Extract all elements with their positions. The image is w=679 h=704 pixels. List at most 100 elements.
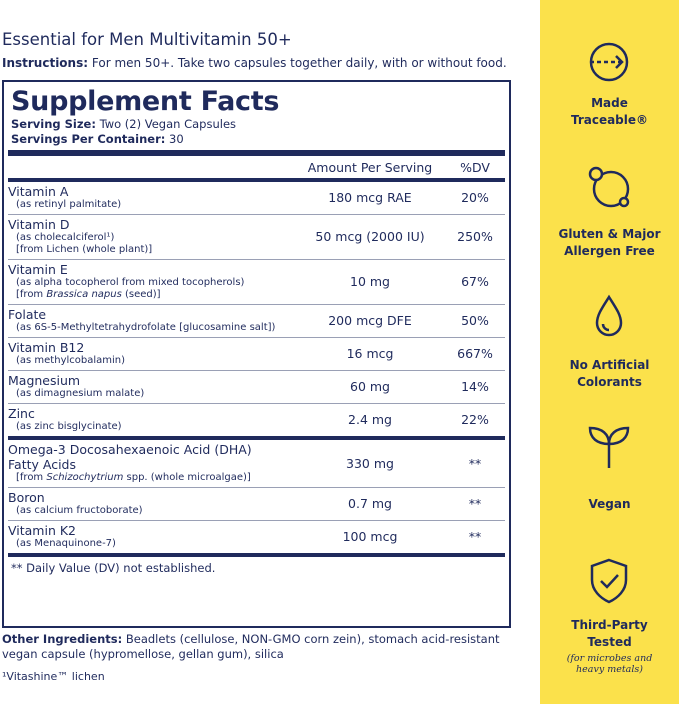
amount: 330 mg: [346, 455, 394, 471]
nutrient-cell: Folate (as 6S-5-Methyltetrahydrofolate [g…: [8, 307, 295, 334]
note-italic: Brassica napus: [46, 289, 122, 300]
badge-label: No Artificial Colorants: [569, 358, 650, 389]
badge-label: Vegan: [588, 497, 631, 511]
badge-label: Made Traceable®: [570, 96, 649, 127]
nutrient-cell: Omega-3 Docosahexaenoic Acid (DHA) Fatty…: [8, 442, 295, 484]
nutrient-note: [from Schizochytrium spp. (whole microal…: [8, 472, 295, 484]
daily-value: 67%: [461, 274, 489, 289]
divider: [8, 553, 505, 557]
amount: 180 mcg RAE: [328, 190, 412, 205]
divider: [8, 178, 505, 182]
traceable-icon: [589, 42, 629, 82]
note-text: [from: [16, 289, 47, 300]
nutrient-cell: Boron (as calcium fructoborate): [8, 490, 295, 517]
vegan-icon: [588, 426, 630, 468]
nutrient-row: Vitamin B12 (as methylcobalamin) 16 mcg 667…: [8, 337, 505, 370]
serving-size-label: Serving Size:: [11, 117, 96, 131]
nutrient-note: (as methylcobalamin): [16, 355, 126, 366]
serving-size-value: Two (2) Vegan Capsules: [99, 117, 237, 131]
note-italic: Schizochytrium: [46, 472, 124, 483]
nutrient-note: [from Brassica napus (seed)]: [8, 289, 295, 301]
daily-value: 14%: [461, 379, 489, 394]
nutrient-cell: Zinc (as zinc bisglycinate): [8, 406, 295, 433]
nutrient-cell: Vitamin A (as retinyl palmitate): [8, 184, 295, 211]
column-header: Amount Per Serving %DV: [8, 156, 505, 178]
instructions-text: For men 50+. Take two capsules together …: [91, 56, 507, 70]
column-amount: Amount Per Serving: [307, 159, 433, 175]
nutrient-name: Folate: [8, 307, 47, 322]
product-title: Essential for Men Multivitamin 50+: [2, 30, 292, 49]
nutrient-row: Zinc (as zinc bisglycinate) 2.4 mg 22%: [8, 403, 505, 436]
daily-value: **: [468, 455, 482, 471]
daily-value: 667%: [457, 346, 493, 361]
nutrient-row: Vitamin K2 (as Menaquinone-7) 100 mcg **: [8, 520, 505, 553]
other-text: Beadlets (cellulose, NON-GMO corn zein),…: [2, 632, 500, 661]
nutrient-row: Folate (as 6S-5-Methyltetrahydrofolate [g…: [8, 304, 505, 337]
note-text: (seed)]: [121, 289, 161, 300]
tested-icon: [590, 558, 628, 604]
daily-value: 250%: [457, 229, 493, 244]
nutrient-name: Vitamin E: [8, 262, 68, 277]
nutrient-note: (as dimagnesium malate): [16, 388, 145, 399]
daily-value: 50%: [461, 313, 489, 328]
nutrient-name: Vitamin A: [8, 184, 69, 199]
nutrient-note: (as calcium fructoborate): [16, 505, 143, 516]
instructions: Instructions: For men 50+. Take two caps…: [2, 56, 507, 70]
badge: Gluten & Major Allergen Free: [540, 226, 679, 260]
daily-value: **: [468, 496, 482, 511]
nutrient-note: (as zinc bisglycinate): [16, 421, 122, 432]
amount: 2.4 mg: [348, 412, 392, 427]
nutrient-name: Boron: [8, 490, 45, 505]
nutrient-cell: Vitamin K2 (as Menaquinone-7): [8, 523, 295, 550]
badge-sidebar: Made Traceable® Gluten & Major Allergen F…: [540, 0, 679, 704]
facts-heading: Supplement Facts: [11, 86, 280, 117]
other-label: Other Ingredients:: [2, 632, 123, 646]
nutrient-cell: Vitamin B12 (as methylcobalamin): [8, 340, 295, 367]
daily-value: 20%: [461, 190, 489, 205]
nutrient-name: Magnesium: [8, 373, 81, 388]
note-text: [from: [16, 472, 47, 483]
source-note: ¹Vitashine™ lichen: [2, 670, 105, 683]
divider: [8, 436, 505, 440]
footnote: ** Daily Value (DV) not established.: [11, 561, 216, 575]
servings: Servings Per Container: 30: [11, 132, 509, 147]
rows: Vitamin A (as retinyl palmitate) 180 mcg R…: [4, 182, 509, 553]
nutrient-name: Omega-3 Docosahexaenoic Acid (DHA) Fatty…: [8, 442, 252, 472]
amount: 200 mcg DFE: [328, 313, 412, 328]
nutrient-name: Vitamin D: [8, 217, 70, 232]
amount: 0.7 mg: [348, 496, 392, 511]
divider: [8, 150, 505, 156]
badge-label: Gluten & Major Allergen Free: [558, 227, 661, 258]
servings-value: 30: [169, 132, 184, 146]
badge: No Artificial Colorants: [540, 357, 679, 391]
nutrient-name: Zinc: [8, 406, 35, 421]
nutrient-note: (as cholecalciferol¹): [16, 232, 115, 243]
serving-size: Serving Size: Two (2) Vegan Capsules: [11, 117, 509, 132]
amount: 60 mg: [350, 379, 390, 394]
other-ingredients: Other Ingredients: Beadlets (cellulose, …: [2, 632, 502, 662]
amount: 10 mg: [350, 274, 390, 289]
note-text: spp. (whole microalgae)]: [123, 472, 251, 483]
badge-label: Third-Party Tested: [571, 618, 648, 649]
nutrient-row: Vitamin E (as alpha tocopherol from mixed…: [8, 259, 505, 304]
nutrient-name: Vitamin K2: [8, 523, 77, 538]
instructions-label: Instructions:: [2, 56, 89, 70]
amount: 16 mcg: [346, 346, 394, 361]
nutrient-cell: Magnesium (as dimagnesium malate): [8, 373, 295, 400]
nutrient-row: Vitamin D (as cholecalciferol¹) [from Lich…: [8, 214, 505, 259]
nutrient-note: (as retinyl palmitate): [16, 199, 122, 210]
nutrient-note: (as alpha tocopherol from mixed tocopher…: [16, 277, 245, 288]
nutrient-note: (as 6S-5-Methyltetrahydrofolate [glucosa…: [16, 322, 276, 333]
nutrient-name: Vitamin B12: [8, 340, 85, 355]
amount: 50 mcg (2000 IU): [315, 229, 425, 244]
badge: Made Traceable®: [540, 95, 679, 129]
badge-note: (for microbes and heavy metals): [566, 653, 653, 675]
nutrient-cell: Vitamin E (as alpha tocopherol from mixed…: [8, 262, 295, 301]
nutrient-row: Vitamin A (as retinyl palmitate) 180 mcg R…: [8, 182, 505, 214]
daily-value: **: [468, 529, 482, 544]
nutrient-row: Magnesium (as dimagnesium malate) 60 mg 14%: [8, 370, 505, 403]
badge: Third-Party Tested (for microbes and heav…: [540, 617, 679, 675]
badge: Vegan: [540, 496, 679, 513]
column-dv: %DV: [460, 159, 490, 175]
